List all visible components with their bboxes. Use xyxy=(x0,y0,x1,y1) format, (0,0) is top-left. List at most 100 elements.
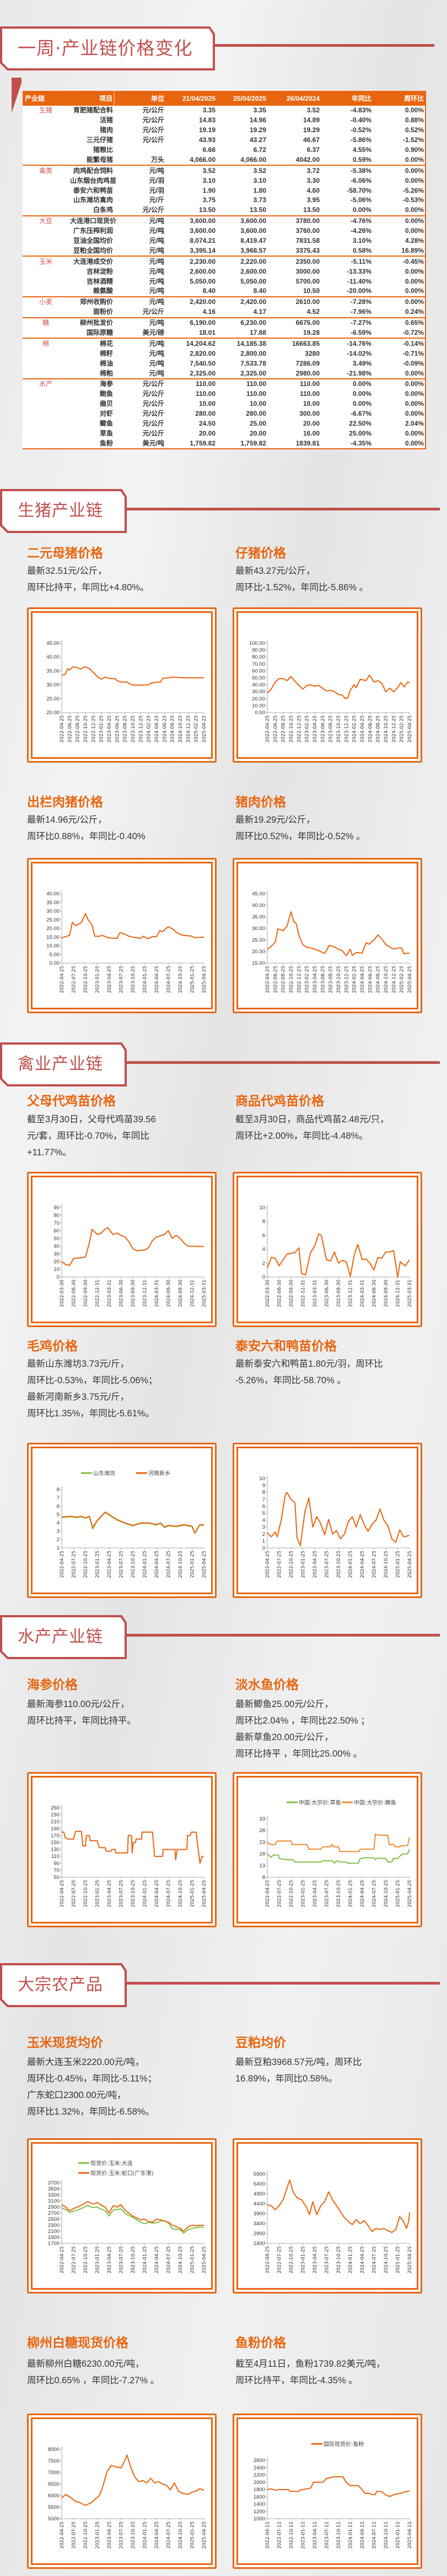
wow-cell: 0.00% xyxy=(405,277,424,285)
summary-line: 周环比2.04% ，年同比22.50% ； xyxy=(235,1716,370,1726)
price-cell: 2,420.00 xyxy=(217,296,267,307)
piglet-price-chart: 0.00 10.00 20.00 30.00 40.00 50.00 60.00 70.00 8… xyxy=(233,607,422,763)
y-tick-label: 1 xyxy=(57,1545,60,1551)
price-cell: 14.96 xyxy=(249,116,266,124)
y-tick-label: 9 xyxy=(262,1483,265,1489)
summary-line: 最新豆粕3968.57元/吨，周环比 xyxy=(235,2057,362,2067)
x-tick-label: 2023-08-25 xyxy=(123,715,128,742)
y-tick-label: 3 xyxy=(262,1524,265,1530)
x-tick-label: 2023-09-30 xyxy=(131,1280,136,1307)
series-line xyxy=(267,911,410,957)
yoy-cell: -4.83% xyxy=(350,106,371,115)
x-tick-label: 2024-04-25 xyxy=(360,1551,365,1578)
x-tick-label: 2022-04-25 xyxy=(265,1551,271,1578)
table-row: 猪肉 元/公斤 19.19 19.29 19.29 -0.52% 0.52% xyxy=(23,126,426,135)
summary-line: 最新泰安六和鸭苗1.80元/羽，周环比 xyxy=(235,1359,383,1369)
price-cell: 2,230.00 xyxy=(165,256,217,267)
wow-cell: 0.00% xyxy=(405,176,424,184)
x-tick-label: 2023-10-25 xyxy=(131,966,136,993)
price-cell: 7,533.78 xyxy=(240,359,266,367)
y-tick-label: 2300 xyxy=(48,2222,60,2229)
yoy-cell: 0.58% xyxy=(352,246,371,254)
yoy-cell: 0.00% xyxy=(352,390,371,398)
item-cell: 吉林淀粉 xyxy=(86,267,113,275)
x-tick-label: 2025-04-25 xyxy=(407,1551,413,1578)
y-tick-label: 130 xyxy=(51,1847,60,1853)
category-cell xyxy=(23,267,69,276)
summary-line: 截至4月11日，鱼粉1739.82美元/吨， xyxy=(235,2359,386,2369)
y-tick-label: 30.00 xyxy=(252,926,265,932)
x-tick-label: 2024-10-25 xyxy=(178,1880,184,1907)
price-cell: 2610.00 xyxy=(267,296,321,307)
chart-frame xyxy=(31,1776,213,1923)
chart-frame xyxy=(236,862,418,1009)
table-row: 生猪 育肥猪配合料 元/公斤 3.35 3.35 3.52 -4.83% 0.00% xyxy=(23,106,426,116)
table-row: 山东潍坊禽肉 元/斤 3.75 3.73 3.95 -5.06% -0.53% xyxy=(23,195,426,205)
y-tick-label: 70 xyxy=(53,1220,60,1226)
x-tick-label: 2023-12-31 xyxy=(143,1280,148,1307)
wow-cell: 4.28% xyxy=(405,237,424,245)
wow-cell: 0.52% xyxy=(405,126,424,134)
x-tick-label: 2022-10-11 xyxy=(289,2521,294,2548)
item-cell: 国际原糖 xyxy=(86,329,113,337)
summary-line: 截至3月30日，父母代鸡苗39.56 xyxy=(27,1115,156,1124)
sugar-spot-price-chart: 5000 5500 6000 6500 7000 7500 8000 2022-04-25 20… xyxy=(27,2414,217,2569)
x-tick-label: 2025-04-11 xyxy=(407,2521,413,2548)
x-tick-label: 2022-06-25 xyxy=(67,715,73,742)
x-tick-label: 2022-12-25 xyxy=(297,966,302,993)
price-cell: 2,325.00 xyxy=(240,369,266,377)
unit-cell: 元/公斤 xyxy=(142,106,164,115)
item-cell: 豆粕全国均价 xyxy=(73,246,113,254)
unit-cell: 元/公斤 xyxy=(142,308,164,316)
column-header: 周环比 xyxy=(373,91,426,106)
unit-cell: 万头 xyxy=(150,155,164,164)
wow-cell: 0.00% xyxy=(373,378,426,389)
series-line xyxy=(61,1511,204,1534)
x-tick-label: 2023-08-25 xyxy=(328,966,334,993)
wow-cell: -0.45% xyxy=(373,256,426,267)
parent-chick-price-title: 父母代鸡苗价格 xyxy=(27,1094,116,1108)
x-tick-label: 2023-06-25 xyxy=(115,715,120,742)
unit-cell: 元/公斤 xyxy=(114,378,165,389)
chart-frame xyxy=(31,2142,213,2290)
x-tick-label: 2024-01-25 xyxy=(143,2246,148,2273)
yoy-cell: -5.11% xyxy=(321,256,373,267)
y-tick-label: 70 xyxy=(53,1867,60,1873)
x-tick-label: 2023-07-25 xyxy=(119,966,125,993)
y-tick-label: 25.00 xyxy=(46,917,60,923)
y-tick-label: 1 xyxy=(262,1538,265,1544)
column-header: 年同比 xyxy=(321,91,373,106)
price-cell: 17.88 xyxy=(249,329,266,337)
summary-line: 周环比持平 ，年同比25.00% 。 xyxy=(235,1749,363,1759)
chart-frame xyxy=(31,862,213,1009)
y-tick-label: 150 xyxy=(51,1840,60,1846)
yoy-cell: -4.26% xyxy=(350,227,371,235)
price-cell: 300.00 xyxy=(299,410,320,418)
chart-frame xyxy=(236,1776,418,1923)
category-cell xyxy=(23,176,69,186)
yoy-cell: -6.59% xyxy=(350,329,371,337)
wow-cell: 0.88% xyxy=(405,116,424,124)
y-tick-label: 18 xyxy=(259,1851,265,1857)
page-title: 一周·产业链价格变化 xyxy=(18,37,193,59)
table-row: 山东烟台肉鸡苗 元/羽 3.10 3.10 3.30 -6.06% 0.00% xyxy=(23,176,426,186)
unit-cell: 元/羽 xyxy=(149,176,164,184)
price-cell: 3280 xyxy=(305,349,320,357)
x-tick-label: 2023-04-25 xyxy=(313,966,318,993)
x-tick-label: 2024-06-30 xyxy=(371,1280,377,1307)
item-cell: 鱼粉 xyxy=(99,439,113,447)
yoy-cell: -14.76% xyxy=(321,338,373,349)
x-tick-label: 2023-10-25 xyxy=(336,966,342,993)
price-cell: 4042.00 xyxy=(295,155,320,164)
x-tick-label: 2024-04-25 xyxy=(154,1551,160,1578)
x-tick-label: 2025-04-25 xyxy=(202,1880,207,1907)
x-tick-label: 2024-04-25 xyxy=(154,966,160,993)
y-tick-label: 20.00 xyxy=(252,696,265,702)
y-tick-label: 3500 xyxy=(48,2186,60,2192)
yoy-cell: 0.00% xyxy=(352,400,371,408)
x-tick-label: 2023-10-25 xyxy=(131,2521,136,2548)
summary-line: 周环比-0.45%，年同比-5.11%； xyxy=(27,2074,157,2084)
x-tick-label: 2023-07-25 xyxy=(119,1880,125,1907)
price-cell: 3.52 xyxy=(165,165,217,176)
sugar-spot-price-title: 柳州白糖现货价格 xyxy=(27,2336,128,2350)
